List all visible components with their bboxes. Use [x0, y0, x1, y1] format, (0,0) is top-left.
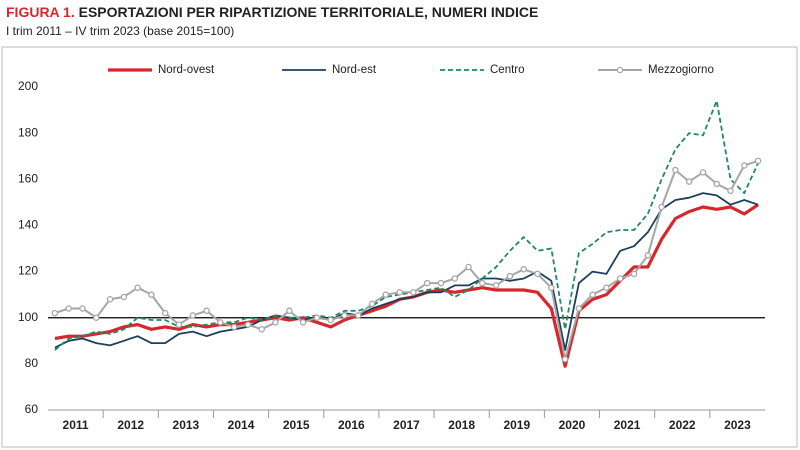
- y-tick-label: 140: [18, 218, 38, 232]
- series-marker: [299, 319, 307, 326]
- series-marker: [134, 284, 141, 291]
- series-marker: [685, 178, 693, 185]
- series-marker: [51, 309, 59, 317]
- series-marker: [644, 252, 652, 259]
- series-line: [54, 192, 759, 351]
- series-marker: [754, 157, 762, 165]
- series-marker: [410, 289, 417, 296]
- legend-marker: [616, 66, 624, 74]
- series-marker: [630, 270, 638, 278]
- series-marker: [548, 284, 555, 291]
- series-marker: [713, 180, 720, 188]
- series-marker: [258, 325, 265, 333]
- series-marker: [175, 321, 183, 328]
- y-tick-label: 80: [25, 356, 39, 370]
- series-marker: [534, 270, 541, 278]
- legend-label: Nord-est: [332, 64, 377, 76]
- x-tick-label: 2017: [393, 418, 420, 432]
- series-marker: [741, 162, 748, 169]
- x-tick-label: 2014: [228, 418, 255, 432]
- series-marker: [589, 291, 596, 298]
- series-marker: [423, 279, 431, 287]
- series-marker: [616, 275, 624, 282]
- series-marker: [672, 166, 679, 174]
- x-tick-label: 2019: [503, 418, 530, 432]
- series-marker: [603, 284, 610, 291]
- legend-label: Centro: [490, 64, 525, 76]
- series-marker: [368, 300, 376, 308]
- series-marker: [658, 203, 665, 211]
- y-tick-label: 120: [18, 264, 38, 278]
- series-marker: [492, 282, 500, 289]
- chart-title: ESPORTAZIONI PER RIPARTIZIONE TERRITORIA…: [79, 4, 539, 20]
- series-marker: [396, 289, 403, 296]
- series-marker: [189, 312, 197, 319]
- y-tick-label: 180: [18, 125, 38, 139]
- legend-label: Nord-ovest: [158, 64, 215, 76]
- x-tick-label: 2013: [173, 418, 200, 432]
- x-tick-label: 2011: [63, 418, 89, 432]
- series-line: [54, 99, 759, 351]
- series-marker: [79, 305, 86, 312]
- series-marker: [699, 169, 707, 176]
- series-marker: [65, 305, 72, 312]
- series-marker: [286, 307, 293, 315]
- series-marker: [327, 316, 334, 324]
- y-tick-label: 160: [18, 171, 38, 185]
- x-tick-label: 2012: [117, 418, 144, 432]
- series-marker: [230, 323, 238, 331]
- x-tick-label: 2020: [559, 418, 586, 432]
- x-tick-label: 2021: [614, 418, 641, 432]
- y-tick-label: 100: [18, 310, 38, 324]
- title-prefix-text: FIGURA 1.: [6, 4, 75, 20]
- series-marker: [561, 355, 569, 363]
- series-marker: [341, 312, 348, 319]
- series-marker: [506, 272, 514, 280]
- series-marker: [203, 307, 210, 315]
- series-marker: [161, 309, 169, 317]
- x-tick-label: 2016: [338, 418, 365, 432]
- series-marker: [451, 275, 459, 282]
- series-marker: [575, 305, 583, 312]
- legend-label: Mezzogiorno: [648, 64, 714, 76]
- x-tick-label: 2015: [283, 418, 310, 432]
- y-tick-label: 200: [18, 79, 38, 93]
- series-marker: [93, 314, 100, 321]
- series-marker: [354, 312, 362, 319]
- title-prefix: FIGURA 1. ESPORTAZIONI PER RIPARTIZIONE …: [6, 4, 538, 20]
- series-marker: [382, 291, 390, 298]
- series-marker: [272, 319, 279, 326]
- x-tick-label: 2022: [669, 418, 696, 432]
- series-marker: [465, 263, 472, 271]
- series-marker: [313, 314, 321, 321]
- series-marker: [479, 279, 486, 287]
- series-marker: [244, 321, 252, 328]
- series-marker: [106, 296, 114, 303]
- chart-subtitle: I trim 2011 – IV trim 2023 (base 2015=10…: [6, 24, 234, 38]
- series-marker: [217, 319, 224, 326]
- series-line: [54, 159, 759, 361]
- x-tick-label: 2018: [448, 418, 475, 432]
- series-marker: [148, 291, 155, 298]
- series-marker: [437, 279, 445, 287]
- frame: [1, 46, 798, 448]
- series-marker: [120, 293, 128, 301]
- series-marker: [520, 266, 527, 273]
- series-marker: [727, 187, 734, 195]
- x-tick-label: 2023: [724, 418, 751, 432]
- y-tick-label: 60: [25, 402, 39, 416]
